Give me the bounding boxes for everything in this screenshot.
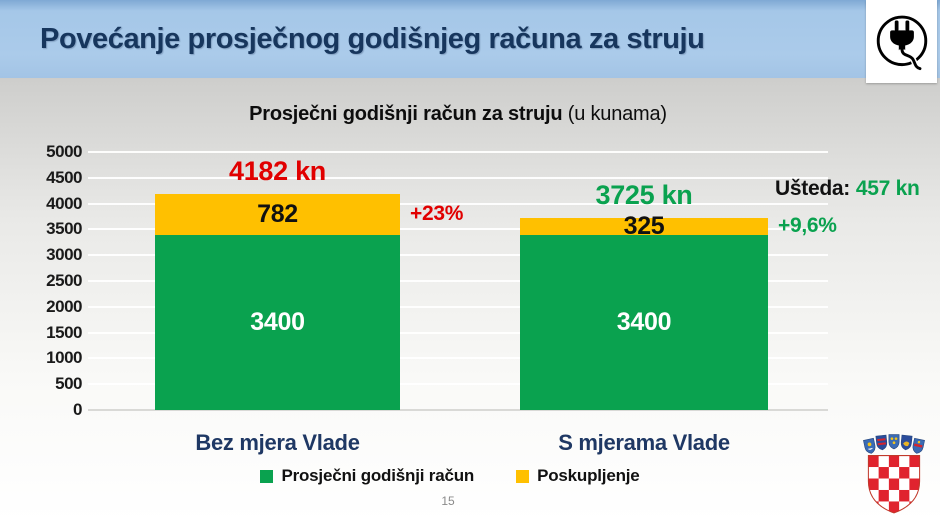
bar-segment-poskupljenje: 325 (520, 211, 768, 240)
x-axis-line (88, 409, 828, 411)
chart-legend: Prosječni godišnji račun Poskupljenje (0, 466, 900, 486)
gridline (88, 151, 828, 153)
bar-1: 782 3400 (155, 194, 400, 410)
bar-total-label: 3725 kn (595, 179, 693, 210)
bar-segment-racun: 3400 (520, 234, 768, 410)
category-label: Bez mjera Vlade (195, 430, 360, 455)
gridline (88, 305, 828, 308)
bar-total-label: 4182 kn (229, 156, 326, 187)
segment-value-label: 3400 (616, 307, 672, 336)
y-axis: 5000 4500 4000 3500 3000 2500 2000 1500 1000 500 0 (24, 142, 82, 419)
gridline (88, 357, 828, 360)
bar-segment-racun: 3400 (155, 234, 400, 410)
legend-swatch (516, 469, 530, 483)
legend-label: Prosječni godišnji račun (281, 466, 475, 485)
savings-value: 457 kn (855, 177, 920, 200)
page-title: Povećanje prosječnog godišnjeg računa za… (40, 22, 705, 55)
segment-value-label: 3400 (250, 307, 305, 336)
croatia-coat-of-arms-icon (863, 432, 925, 521)
savings-annotation: Ušteda: 457 kn (775, 177, 920, 201)
plug-icon-box (866, 0, 937, 83)
y-tick-label: 2500 (46, 271, 82, 290)
legend-item: Prosječni godišnji račun (260, 466, 474, 486)
y-tick-label: 4500 (46, 167, 82, 187)
y-tick-label: 0 (73, 400, 82, 419)
gridline (88, 254, 828, 257)
electric-plug-icon (876, 15, 927, 71)
page-number: 15 (441, 494, 455, 508)
pct-change-label: +23% (410, 202, 464, 226)
chart-title-main: Prosječni godišnji račun za struju (249, 103, 563, 125)
legend-label: Poskupljenje (537, 466, 640, 485)
legend-swatch (260, 469, 274, 483)
gridline (88, 383, 828, 386)
pct-change-label: +9,6% (778, 214, 837, 238)
segment-value-label: 325 (623, 211, 665, 240)
segment-value-label: 782 (257, 199, 298, 228)
y-tick-label: 500 (55, 374, 82, 394)
savings-label: Ušteda: (775, 177, 850, 200)
y-tick-label: 3500 (46, 219, 82, 239)
y-tick-label: 5000 (46, 142, 82, 161)
chart-title: Prosječni godišnji račun za struju (u ku… (0, 103, 916, 126)
gridline (88, 280, 828, 282)
y-tick-label: 2000 (46, 296, 82, 316)
bar-2: 325 3400 (520, 211, 768, 410)
gridline (88, 202, 828, 205)
y-tick-label: 1000 (46, 348, 82, 368)
plot-area: 782 3400 4182 kn +23% 325 3400 3725 kn +9,6% (88, 151, 837, 411)
y-tick-label: 1500 (46, 322, 82, 342)
bar-segment-poskupljenje: 782 (155, 194, 400, 235)
gridline (88, 228, 828, 231)
category-label: S mjerama Vlade (558, 430, 730, 455)
gridline (88, 176, 828, 179)
y-tick-label: 3000 (46, 245, 82, 265)
chart-title-note: (u kunama) (562, 103, 667, 125)
gridline (88, 331, 828, 334)
y-tick-label: 4000 (46, 193, 82, 213)
slide-header: Povećanje prosječnog godišnjeg računa za… (0, 0, 940, 78)
legend-item: Poskupljenje (516, 466, 640, 486)
